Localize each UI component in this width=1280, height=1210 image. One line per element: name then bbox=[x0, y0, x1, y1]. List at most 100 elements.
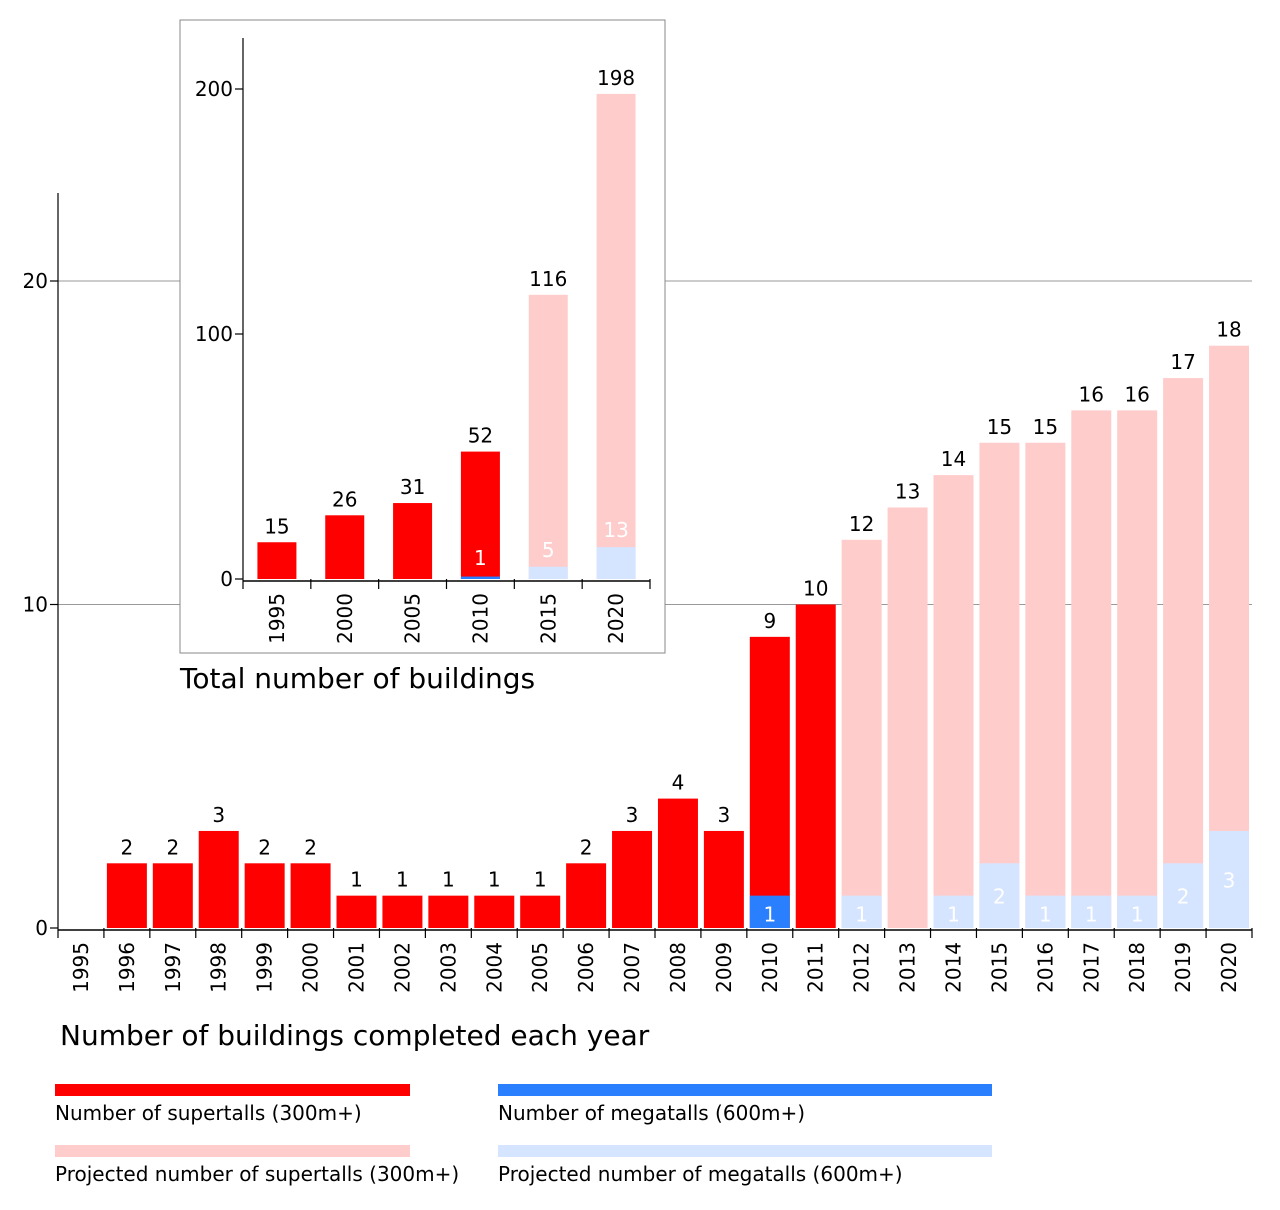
x-tick-label: 2010 bbox=[758, 942, 782, 993]
data-label-total: 9 bbox=[763, 609, 776, 633]
bar-supertall-2000 bbox=[290, 863, 331, 928]
data-label-total: 3 bbox=[212, 803, 225, 827]
data-label-total: 1 bbox=[488, 868, 501, 892]
data-label-total: 16 bbox=[1079, 382, 1104, 406]
data-label-megatall: 2 bbox=[1177, 885, 1190, 909]
x-tick-label: 2013 bbox=[896, 942, 920, 993]
data-label-total: 10 bbox=[803, 577, 828, 601]
x-tick-label: 2008 bbox=[666, 942, 690, 993]
data-label-total: 116 bbox=[529, 267, 567, 291]
y-tick-label: 20 bbox=[23, 269, 48, 293]
bar-supertall-2003 bbox=[428, 895, 469, 928]
data-label-total: 198 bbox=[597, 66, 635, 90]
legend-swatch bbox=[55, 1084, 410, 1096]
bar-supertall-2005 bbox=[393, 503, 433, 579]
data-label-megatall: 1 bbox=[763, 903, 776, 927]
data-label-total: 15 bbox=[264, 514, 289, 538]
data-label-total: 1 bbox=[442, 868, 455, 892]
x-tick-label: 2015 bbox=[987, 942, 1011, 993]
data-label-total: 1 bbox=[534, 868, 547, 892]
legend-swatch bbox=[498, 1084, 992, 1096]
bar-supertall-2011 bbox=[795, 604, 836, 928]
data-label-total: 18 bbox=[1216, 318, 1241, 342]
bar-megatall-2010 bbox=[460, 576, 500, 579]
bar-supertall-2006 bbox=[566, 863, 607, 928]
data-label-total: 4 bbox=[672, 771, 685, 795]
bar-supertall-2016 bbox=[1025, 442, 1066, 928]
data-label-total: 15 bbox=[1033, 415, 1058, 439]
bar-supertall-1996 bbox=[106, 863, 147, 928]
data-label-total: 2 bbox=[304, 835, 317, 859]
bar-megatall-2010 bbox=[749, 895, 790, 928]
bar-supertall-2000 bbox=[325, 515, 365, 579]
data-label-total: 15 bbox=[987, 415, 1012, 439]
x-tick-label: 2016 bbox=[1033, 942, 1057, 993]
bar-megatall-2019 bbox=[1163, 863, 1204, 928]
x-tick-label: 2020 bbox=[1217, 942, 1241, 993]
x-tick-label: 2006 bbox=[574, 942, 598, 993]
data-label-total: 14 bbox=[941, 447, 966, 471]
data-label-megatall: 1 bbox=[1085, 903, 1098, 927]
bar-supertall-2005 bbox=[520, 895, 561, 928]
bar-supertall-2013 bbox=[887, 507, 928, 928]
bar-supertall-2020 bbox=[596, 93, 636, 580]
bar-supertall-1998 bbox=[198, 830, 239, 928]
data-label-total: 2 bbox=[580, 835, 593, 859]
x-tick-label: 2005 bbox=[401, 593, 425, 644]
x-tick-label: 2014 bbox=[942, 942, 966, 993]
x-tick-label: 2004 bbox=[482, 942, 506, 993]
bar-supertall-2012 bbox=[841, 539, 882, 928]
bar-megatall-2018 bbox=[1117, 895, 1158, 928]
x-tick-label: 2000 bbox=[333, 593, 357, 644]
chart-title: Number of buildings completed each year bbox=[60, 1019, 650, 1052]
bar-supertall-2007 bbox=[612, 830, 653, 928]
data-label-total: 2 bbox=[166, 835, 179, 859]
data-label-total: 3 bbox=[718, 803, 731, 827]
x-tick-label: 2011 bbox=[804, 942, 828, 993]
data-label-total: 26 bbox=[332, 487, 357, 511]
legend-swatch bbox=[55, 1145, 410, 1157]
bar-supertall-2008 bbox=[657, 798, 698, 928]
y-tick-label: 0 bbox=[220, 567, 233, 591]
x-tick-label: 2002 bbox=[390, 942, 414, 993]
x-tick-label: 2012 bbox=[850, 942, 874, 993]
data-label-total: 3 bbox=[626, 803, 639, 827]
data-label-total: 1 bbox=[396, 868, 409, 892]
bar-supertall-2017 bbox=[1071, 410, 1112, 928]
chart-title: Total number of buildings bbox=[179, 662, 535, 695]
x-tick-label: 2020 bbox=[604, 593, 628, 644]
data-label-total: 17 bbox=[1170, 350, 1195, 374]
bar-megatall-2012 bbox=[841, 895, 882, 928]
y-tick-label: 0 bbox=[35, 916, 48, 940]
bar-supertall-2015 bbox=[528, 294, 568, 579]
x-tick-label: 1995 bbox=[265, 593, 289, 644]
bar-megatall-2014 bbox=[933, 895, 974, 928]
bar-supertall-2002 bbox=[382, 895, 423, 928]
x-tick-label: 1998 bbox=[207, 942, 231, 993]
data-label-total: 12 bbox=[849, 512, 874, 536]
legend-swatch bbox=[498, 1145, 992, 1157]
bar-megatall-2020 bbox=[1209, 830, 1250, 928]
x-tick-label: 1996 bbox=[115, 942, 139, 993]
data-label-total: 2 bbox=[121, 835, 134, 859]
x-tick-label: 2007 bbox=[620, 942, 644, 993]
legend-label: Projected number of megatalls (600m+) bbox=[498, 1162, 903, 1186]
bar-megatall-2015 bbox=[979, 863, 1020, 928]
data-label-megatall: 13 bbox=[603, 518, 628, 542]
x-tick-label: 1995 bbox=[69, 942, 93, 993]
bar-supertall-2010 bbox=[749, 636, 790, 928]
data-label-total: 31 bbox=[400, 475, 425, 499]
data-label-total: 2 bbox=[258, 835, 271, 859]
data-label-total: 13 bbox=[895, 479, 920, 503]
data-label-megatall: 3 bbox=[1223, 868, 1236, 892]
bar-supertall-2015 bbox=[979, 442, 1020, 928]
x-tick-label: 2019 bbox=[1171, 942, 1195, 993]
bar-megatall-2016 bbox=[1025, 895, 1066, 928]
legend-label: Projected number of supertalls (300m+) bbox=[55, 1162, 459, 1186]
bar-supertall-2018 bbox=[1117, 410, 1158, 928]
x-tick-label: 2010 bbox=[468, 593, 492, 644]
x-tick-label: 1999 bbox=[253, 942, 277, 993]
data-label-total: 1 bbox=[350, 868, 363, 892]
